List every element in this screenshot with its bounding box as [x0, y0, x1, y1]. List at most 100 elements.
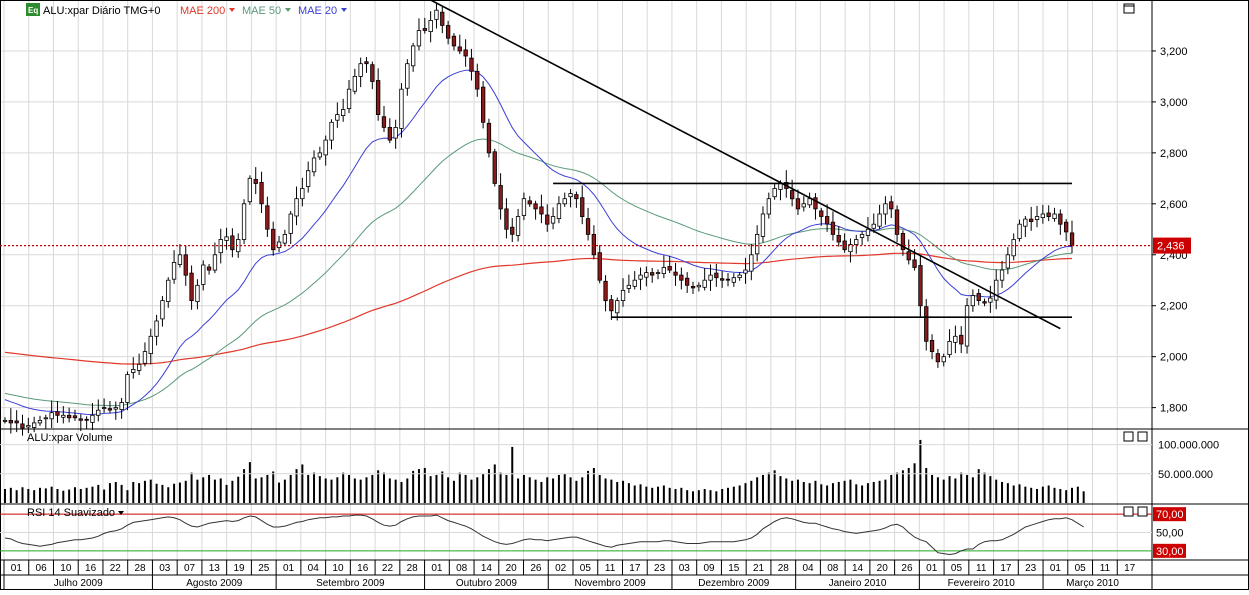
day-tick-label: 17 — [629, 563, 641, 574]
panel-control-icon — [1137, 431, 1148, 442]
candle-body — [206, 266, 212, 271]
legend-mae50-dropdown-icon[interactable] — [285, 8, 291, 12]
day-tick-label: 17 — [1124, 563, 1136, 574]
day-tick-label: 23 — [1025, 563, 1037, 574]
candle-body — [603, 280, 608, 302]
candle-body — [760, 213, 766, 237]
day-tick-label: 28 — [135, 563, 147, 574]
day-tick-label: 14 — [481, 563, 493, 574]
volume-bars — [0, 439, 1152, 503]
candle-body — [912, 259, 917, 268]
candle-body — [1046, 212, 1051, 217]
candle-body — [323, 139, 328, 156]
candle-body — [976, 293, 981, 301]
chart-header: Eq ALU:xpar Diário TMG+0 MAE 200 MAE 50 … — [26, 3, 1135, 519]
candle-body — [410, 45, 416, 67]
candle-body — [136, 363, 142, 371]
candle-body — [20, 423, 25, 429]
day-tick-label: 28 — [778, 563, 790, 574]
candle-body — [609, 299, 614, 312]
candle-body — [510, 226, 515, 235]
rsi-dropdown-icon[interactable] — [118, 511, 124, 515]
candle-body — [498, 185, 503, 210]
candle-body — [405, 63, 410, 89]
legend-mae20-dropdown-icon[interactable] — [341, 8, 347, 12]
price-tick-label: 2,600 — [1160, 199, 1188, 211]
maximize-price-panel-icon[interactable] — [1123, 3, 1135, 14]
candle-body — [276, 241, 282, 248]
candle-body — [335, 114, 340, 121]
candle-body — [2, 419, 8, 422]
month-tick-label: Fevereiro 2010 — [948, 578, 1016, 589]
candle-body — [679, 274, 684, 281]
candle-body — [766, 198, 771, 215]
candle-body — [597, 252, 602, 281]
rsi-lower-label: 30,00 — [1156, 546, 1184, 558]
candle-body — [807, 198, 812, 206]
candle-body — [107, 408, 113, 411]
candle-body — [585, 218, 591, 235]
month-tick-label: Setembro 2009 — [316, 578, 385, 589]
candle-body — [790, 190, 795, 200]
candle-body — [294, 198, 299, 217]
day-tick-label: 22 — [382, 563, 394, 574]
candle-body — [486, 122, 492, 154]
month-tick-label: Outubro 2009 — [456, 578, 518, 589]
candle-body — [900, 232, 906, 251]
day-tick-label: 11 — [976, 563, 987, 574]
candle-body — [282, 233, 288, 244]
candle-body — [84, 418, 89, 421]
candle-body — [1064, 221, 1069, 233]
day-tick-label: 16 — [85, 563, 97, 574]
legend-mae200-dropdown-icon[interactable] — [229, 8, 235, 12]
day-tick-label: 17 — [1000, 563, 1012, 574]
candle-body — [871, 223, 876, 229]
candle-body — [492, 151, 497, 184]
legend-mae50[interactable]: MAE 50 — [242, 5, 281, 17]
candle-body — [311, 157, 317, 173]
candle-body — [667, 266, 672, 271]
candle-body — [329, 121, 334, 141]
candle-body — [539, 206, 544, 215]
candle-body — [416, 30, 422, 47]
candle-body — [708, 274, 713, 281]
candle-body — [714, 272, 719, 279]
candle-body — [655, 272, 661, 275]
price-tick-label: 2,800 — [1160, 148, 1188, 160]
legend-mae20[interactable]: MAE 20 — [298, 5, 337, 17]
candle-body — [556, 203, 562, 220]
candle-body — [399, 88, 404, 129]
candle-body — [988, 297, 993, 303]
candle-body — [574, 194, 579, 200]
day-tick-label: 05 — [1075, 563, 1087, 574]
legend-mae200[interactable]: MAE 200 — [180, 5, 225, 17]
candle-body — [8, 419, 14, 424]
month-tick-label: Janeiro 2010 — [829, 578, 887, 589]
day-tick-label: 21 — [753, 563, 765, 574]
candle-body — [894, 209, 900, 235]
candle-body — [37, 419, 43, 424]
candle-body — [737, 274, 742, 279]
rsi-lower-badge — [1153, 543, 1186, 558]
candle-body — [836, 234, 841, 243]
day-tick-label: 03 — [679, 563, 691, 574]
day-tick-label: 22 — [110, 563, 122, 574]
candle-body — [201, 264, 206, 285]
last-price-badge — [1153, 237, 1191, 254]
candle-body — [749, 254, 754, 272]
day-tick-label: 08 — [456, 563, 468, 574]
candle-body — [224, 236, 229, 241]
day-tick-label: 08 — [827, 563, 839, 574]
day-tick-label: 05 — [580, 563, 592, 574]
candle-body — [994, 279, 999, 301]
trend-lines — [0, 0, 1152, 330]
candle-body — [685, 277, 690, 286]
candle-body — [14, 420, 19, 424]
candle-body — [148, 335, 153, 354]
candle-body — [352, 76, 358, 92]
candle-body — [929, 339, 935, 352]
eq-icon-label: Eq — [28, 6, 38, 15]
candle-body — [562, 198, 567, 205]
candle-body — [644, 272, 649, 278]
